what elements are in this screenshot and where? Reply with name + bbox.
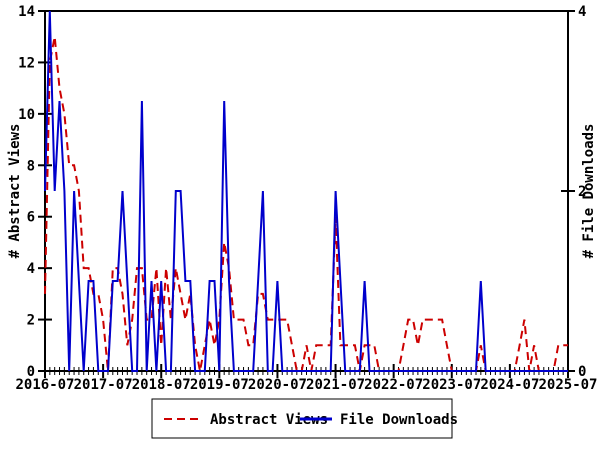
y-left-ticks <box>38 10 52 372</box>
x-tick-label: 2019-07 <box>190 377 249 393</box>
x-tick-label: 2022-07 <box>364 377 423 393</box>
y-right-tick-label: 4 <box>578 4 586 20</box>
legend-file-downloads-label: File Downloads <box>340 412 458 428</box>
y-right-tick-label: 0 <box>578 364 586 380</box>
y-left-tick-label: 14 <box>18 4 35 20</box>
x-tick-label: 2024-07 <box>480 377 539 393</box>
x-axis-labels: 2016-07 2017-07 2018-07 2019-07 2020-07 2021-… <box>15 377 597 393</box>
x-tick-label: 2020-07 <box>248 377 307 393</box>
y-left-axis-title: # Abstract Views <box>7 124 23 259</box>
y-left-tick-label: 8 <box>27 158 35 174</box>
y-left-labels: 0 2 4 6 8 10 12 14 <box>18 4 35 380</box>
y-right-axis-title: # File Downloads <box>581 124 597 259</box>
x-tick-label: 2018-07 <box>132 377 191 393</box>
abstract-views-line <box>44 36 568 372</box>
legend-abstract-views-label: Abstract Views <box>210 412 328 428</box>
file-downloads-line <box>44 10 568 372</box>
y-left-tick-label: 10 <box>18 107 35 123</box>
y-left-tick-label: 6 <box>27 210 35 226</box>
x-tick-label: 2025-07 <box>538 377 597 393</box>
y-right-labels: 0 2 4 <box>578 4 586 380</box>
x-tick-label: 2021-07 <box>306 377 365 393</box>
y-left-tick-label: 12 <box>18 55 35 71</box>
y-left-tick-label: 0 <box>27 364 35 380</box>
x-tick-label: 2016-07 <box>15 377 74 393</box>
y-left-tick-label: 2 <box>27 313 35 329</box>
y-left-tick-label: 4 <box>27 261 35 277</box>
x-tick-label: 2023-07 <box>422 377 481 393</box>
legend: Abstract Views File Downloads <box>151 398 458 439</box>
y-right-tick-label: 2 <box>578 184 586 200</box>
x-tick-label: 2017-07 <box>74 377 133 393</box>
